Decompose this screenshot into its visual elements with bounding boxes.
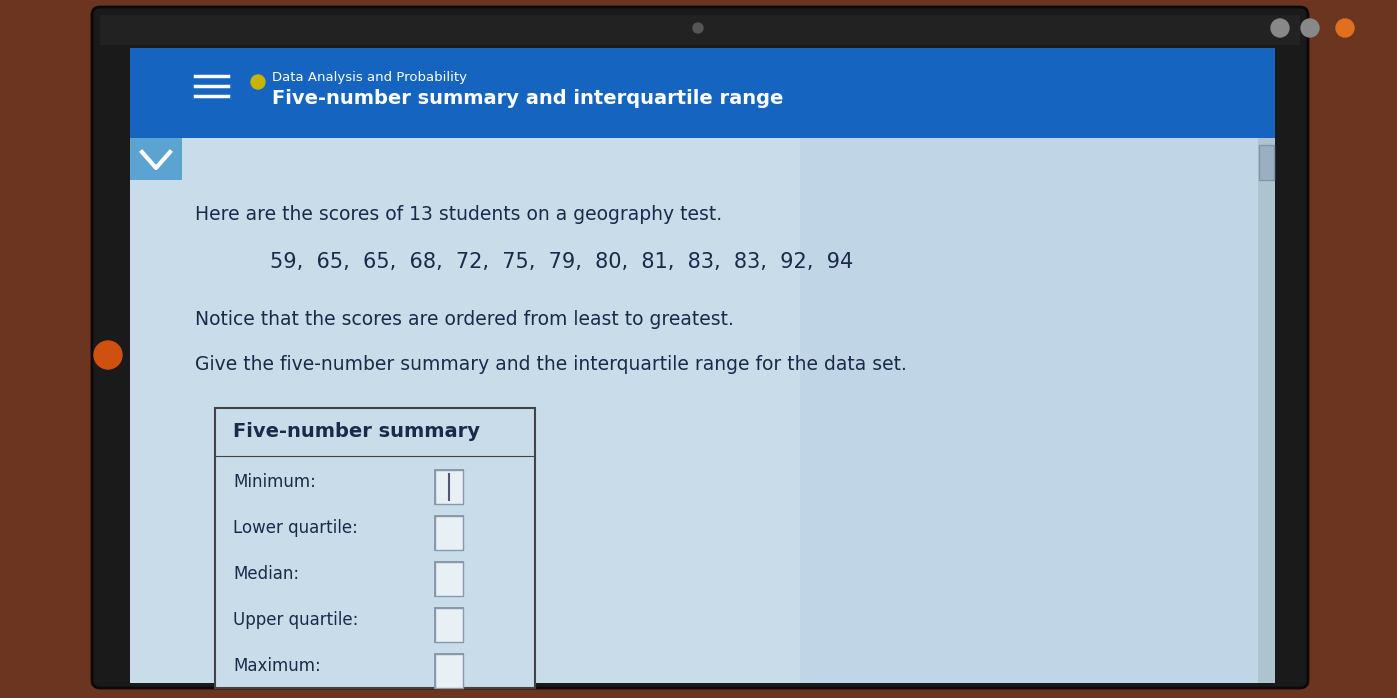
Text: Upper quartile:: Upper quartile:: [233, 611, 359, 629]
Circle shape: [94, 341, 122, 369]
Text: Five-number summary: Five-number summary: [233, 422, 481, 441]
Bar: [215, 408, 535, 688]
FancyBboxPatch shape: [92, 7, 1308, 688]
Circle shape: [1301, 19, 1319, 37]
Circle shape: [693, 23, 703, 33]
Circle shape: [1271, 19, 1289, 37]
Text: Five-number summary and interquartile range: Five-number summary and interquartile ra…: [272, 89, 784, 108]
Bar: [434, 561, 464, 597]
Text: 59,  65,  65,  68,  72,  75,  79,  80,  81,  83,  83,  92,  94: 59, 65, 65, 68, 72, 75, 79, 80, 81, 83, …: [270, 252, 854, 272]
Bar: [434, 515, 464, 551]
Bar: [434, 608, 462, 642]
Bar: [1259, 138, 1275, 683]
Bar: [130, 138, 182, 180]
Bar: [101, 15, 1301, 45]
Bar: [130, 48, 1275, 138]
Text: Maximum:: Maximum:: [233, 657, 321, 675]
Bar: [434, 607, 464, 643]
Text: Notice that the scores are ordered from least to greatest.: Notice that the scores are ordered from …: [196, 310, 733, 329]
Bar: [434, 469, 464, 505]
Bar: [434, 470, 462, 504]
Bar: [1259, 145, 1274, 180]
Text: Here are the scores of 13 students on a geography test.: Here are the scores of 13 students on a …: [196, 205, 722, 224]
Bar: [434, 653, 464, 689]
Circle shape: [251, 75, 265, 89]
Text: Data Analysis and Probability: Data Analysis and Probability: [272, 70, 467, 84]
Bar: [800, 48, 1275, 683]
Text: Lower quartile:: Lower quartile:: [233, 519, 358, 537]
Circle shape: [1336, 19, 1354, 37]
Bar: [434, 654, 462, 688]
Bar: [434, 562, 462, 596]
Text: Give the five-number summary and the interquartile range for the data set.: Give the five-number summary and the int…: [196, 355, 907, 374]
Text: Minimum:: Minimum:: [233, 473, 316, 491]
Bar: [130, 48, 1275, 683]
Text: Median:: Median:: [233, 565, 299, 583]
Bar: [434, 516, 462, 550]
